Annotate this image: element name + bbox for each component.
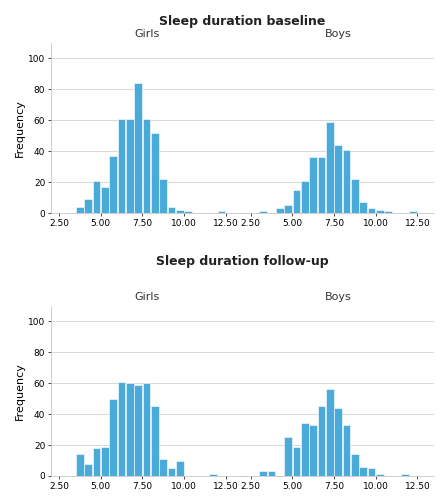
Bar bbox=[385, 212, 392, 213]
Bar bbox=[110, 398, 117, 476]
Bar bbox=[351, 179, 359, 213]
Title: Girls: Girls bbox=[134, 292, 159, 302]
Bar bbox=[259, 472, 267, 476]
Bar bbox=[368, 208, 375, 213]
Bar bbox=[143, 118, 150, 213]
Bar bbox=[401, 474, 409, 476]
Bar bbox=[301, 180, 309, 213]
Bar bbox=[376, 210, 384, 213]
Bar bbox=[184, 212, 192, 213]
Bar bbox=[335, 408, 342, 476]
Bar bbox=[110, 156, 117, 213]
Bar bbox=[326, 122, 334, 213]
Bar bbox=[318, 158, 325, 213]
Bar bbox=[118, 382, 126, 476]
Bar bbox=[351, 454, 359, 476]
Text: Sleep duration baseline: Sleep duration baseline bbox=[159, 15, 325, 28]
Bar bbox=[293, 190, 301, 213]
Bar bbox=[376, 474, 384, 476]
Bar bbox=[168, 468, 175, 476]
Bar bbox=[268, 472, 275, 476]
Bar bbox=[118, 118, 126, 213]
Bar bbox=[309, 158, 317, 213]
Bar bbox=[160, 179, 167, 213]
Title: Girls: Girls bbox=[134, 30, 159, 40]
Bar bbox=[318, 406, 325, 476]
Bar bbox=[93, 180, 100, 213]
Bar bbox=[409, 212, 417, 213]
Bar bbox=[76, 454, 84, 476]
Title: Boys: Boys bbox=[325, 30, 352, 40]
Bar bbox=[101, 187, 109, 213]
Bar bbox=[93, 448, 100, 476]
Bar bbox=[84, 464, 92, 476]
Bar bbox=[176, 210, 184, 213]
Bar bbox=[276, 208, 284, 213]
Bar bbox=[84, 199, 92, 213]
Bar bbox=[293, 446, 301, 476]
Bar bbox=[359, 202, 367, 213]
Bar bbox=[218, 212, 225, 213]
Bar bbox=[326, 390, 334, 476]
Bar bbox=[76, 207, 84, 213]
Bar bbox=[301, 424, 309, 476]
Bar bbox=[151, 406, 159, 476]
Bar bbox=[168, 207, 175, 213]
Bar bbox=[284, 206, 292, 213]
Bar bbox=[309, 425, 317, 476]
Y-axis label: Frequency: Frequency bbox=[15, 99, 25, 157]
Bar bbox=[176, 460, 184, 476]
Y-axis label: Frequency: Frequency bbox=[15, 362, 25, 420]
Title: Boys: Boys bbox=[325, 292, 352, 302]
Bar bbox=[359, 466, 367, 476]
Bar bbox=[368, 468, 375, 476]
Bar bbox=[259, 212, 267, 213]
Bar bbox=[343, 150, 351, 213]
Bar bbox=[335, 145, 342, 213]
Bar bbox=[126, 383, 134, 476]
Bar bbox=[160, 459, 167, 476]
Bar bbox=[134, 384, 142, 476]
Bar bbox=[210, 474, 217, 476]
Bar bbox=[151, 132, 159, 213]
Text: Sleep duration follow-up: Sleep duration follow-up bbox=[156, 255, 328, 268]
Bar bbox=[101, 446, 109, 476]
Bar bbox=[126, 118, 134, 213]
Bar bbox=[134, 83, 142, 213]
Bar bbox=[284, 438, 292, 476]
Bar bbox=[143, 383, 150, 476]
Bar bbox=[343, 425, 351, 476]
